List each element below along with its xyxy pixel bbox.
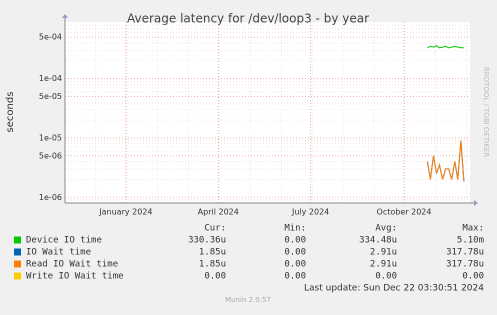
legend-stat: 2.91u [370,248,397,258]
legend-stat: 0.00 [375,272,397,282]
axis-arrow [474,200,478,206]
y-tick-label: 1e-04 [39,74,62,83]
footer: Munin 2.0.57 [225,296,271,304]
y-axis-label: seconds [5,92,16,133]
axis-arrow [62,14,68,18]
legend-label: Write IO Wait time [26,272,124,282]
legend-stat: 334.48u [359,236,397,246]
legend-header: Min: [284,224,306,234]
legend-swatch [14,248,21,256]
legend-swatch [14,260,21,268]
legend-stat: 0.00 [462,272,484,282]
legend-swatch [14,236,21,244]
legend-stat: 0.00 [284,236,306,246]
y-tick-label: 1e-05 [39,133,62,142]
legend-stat: 0.00 [284,272,306,282]
legend-label: Device IO time [26,236,102,246]
legend-header: Cur: [204,224,226,234]
legend-swatch [14,272,21,280]
legend-label: Read IO Wait time [26,260,118,270]
legend-stat: 317.78u [446,248,484,258]
plot-area [65,22,470,203]
legend-stat: 317.78u [446,260,484,270]
y-tick-label: 5e-04 [39,33,62,42]
y-tick-label: 1e-06 [39,193,62,202]
x-tick-label: April 2024 [198,208,239,217]
legend-stat: 1.85u [199,260,226,270]
legend-label: IO Wait time [26,248,91,258]
y-tick-label: 5e-06 [39,151,62,160]
x-tick-label: January 2024 [98,208,152,217]
legend-stat: 330.36u [188,236,226,246]
series-line [427,45,464,49]
legend-header: Avg: [375,224,397,234]
chart-title: Average latency for /dev/loop3 - by year [127,12,369,26]
x-tick-label: July 2024 [291,208,329,217]
legend-stat: 1.85u [199,248,226,258]
legend-stat: 0.00 [204,272,226,282]
legend-stat: 0.00 [284,260,306,270]
y-tick-label: 5e-05 [39,92,62,101]
side-label: RRDTOOL / TOBI OETIKER [482,67,490,157]
x-tick-label: October 2024 [377,208,432,217]
legend-stat: 2.91u [370,260,397,270]
legend-stat: 0.00 [284,248,306,258]
legend-header: Max: [462,224,484,234]
last-update: Last update: Sun Dec 22 03:30:51 2024 [304,284,484,294]
legend-stat: 5.10m [457,236,484,246]
series-line [426,140,465,182]
